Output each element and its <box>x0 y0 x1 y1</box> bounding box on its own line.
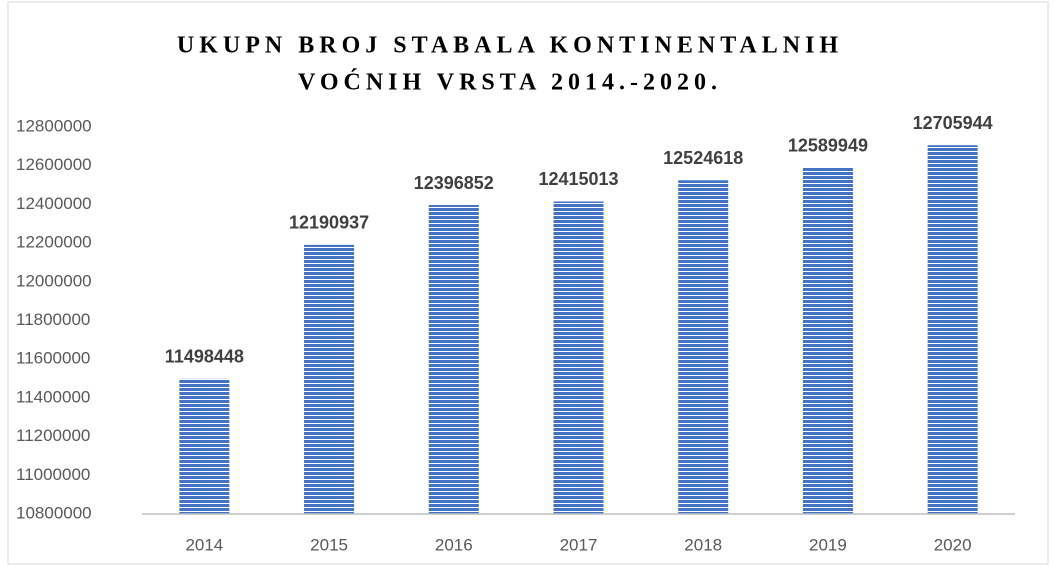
y-tick-label: 12600000 <box>16 155 92 174</box>
bar <box>553 201 604 514</box>
value-label: 11498448 <box>165 347 244 367</box>
value-label: 12396852 <box>414 173 494 193</box>
x-tick-label: 2015 <box>310 535 348 554</box>
x-tick-label: 2014 <box>185 535 223 554</box>
y-tick-label: 11200000 <box>16 426 90 445</box>
value-label: 12705944 <box>913 113 993 133</box>
y-tick-label: 11600000 <box>16 349 90 368</box>
x-tick-label: 2017 <box>560 535 598 554</box>
y-tick-label: 11000000 <box>16 465 90 484</box>
x-tick-label: 2018 <box>684 535 722 554</box>
y-tick-label: 11400000 <box>16 387 90 406</box>
x-tick-label: 2019 <box>809 535 847 554</box>
bar <box>428 205 479 514</box>
y-tick-label: 10800000 <box>16 503 92 522</box>
bar <box>179 378 230 514</box>
y-tick-label: 12000000 <box>16 271 92 290</box>
bar <box>927 145 978 514</box>
chart-frame <box>7 1 1049 565</box>
y-tick-label: 11800000 <box>16 310 90 329</box>
x-tick-label: 2016 <box>435 535 473 554</box>
bar <box>304 244 355 514</box>
value-label: 12589949 <box>788 135 868 155</box>
chart-title: UKUPN BROJ STABALA KONTINENTALNIH <box>177 33 843 59</box>
y-tick-label: 12800000 <box>16 116 92 135</box>
chart-title: VOĆNIH VRSTA 2014.-2020. <box>298 69 722 96</box>
x-tick-label: 2020 <box>934 535 972 554</box>
y-tick-label: 12200000 <box>16 233 92 252</box>
value-label: 12524618 <box>663 148 743 168</box>
y-tick-label: 12400000 <box>16 194 92 213</box>
bar <box>678 180 729 514</box>
value-label: 12190937 <box>289 213 369 233</box>
value-label: 12415013 <box>538 169 618 189</box>
bar <box>802 167 853 514</box>
